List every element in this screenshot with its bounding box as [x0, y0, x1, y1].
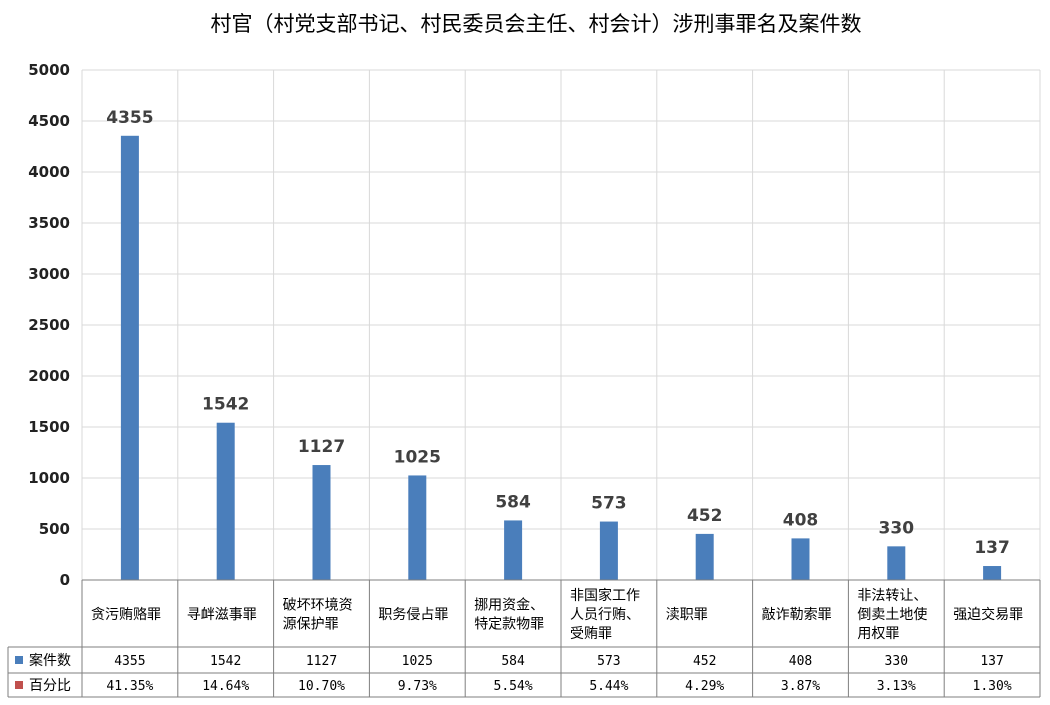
table-cell: 584 — [501, 654, 525, 669]
category-label: 非法转让、 — [857, 588, 927, 604]
series-name: 案件数 — [29, 652, 71, 669]
gridlines — [81, 69, 1041, 581]
category-label: 倒卖土地使 — [857, 606, 927, 623]
y-tick-label: 3500 — [28, 214, 70, 232]
category-label: 人员行贿、 — [570, 607, 640, 623]
table-cell: 10.70% — [298, 679, 345, 694]
bar — [408, 475, 427, 580]
category-label: 挪用资金、 — [474, 598, 544, 614]
bar — [695, 533, 714, 580]
category-label: 职务侵占罪 — [378, 606, 448, 623]
table-cell: 4355 — [114, 654, 145, 669]
data-label: 137 — [974, 538, 1010, 558]
table-cell: 5.44% — [589, 679, 628, 694]
category-label: 破坏环境资 — [283, 598, 353, 614]
legend-key — [15, 681, 23, 689]
category-label: 渎职罪 — [666, 606, 708, 623]
y-tick-label: 2000 — [28, 367, 70, 385]
category-label: 用权罪 — [857, 626, 899, 642]
table-cell: 573 — [597, 654, 620, 669]
data-label: 573 — [591, 494, 627, 514]
bar — [504, 520, 523, 580]
bar — [791, 538, 810, 580]
y-tick-label: 2500 — [28, 316, 70, 334]
series-name: 百分比 — [29, 678, 71, 694]
data-label: 4355 — [106, 108, 153, 128]
y-tick-label: 1000 — [28, 469, 70, 487]
y-tick-label: 0 — [60, 571, 70, 589]
table-cell: 3.87% — [781, 679, 820, 694]
y-tick-label: 4000 — [28, 163, 70, 181]
table-cell: 4.29% — [685, 679, 724, 694]
data-label: 1127 — [298, 437, 345, 457]
category-label: 寻衅滋事罪 — [187, 607, 257, 623]
table-cell: 330 — [885, 654, 908, 669]
y-tick-label: 4500 — [28, 112, 70, 130]
category-label: 源保护罪 — [283, 617, 339, 633]
table-cell: 1127 — [306, 654, 337, 669]
category-label: 受贿罪 — [570, 626, 612, 642]
table-cell: 137 — [980, 654, 1003, 669]
data-label: 452 — [687, 506, 723, 526]
table-cell: 5.54% — [494, 679, 533, 694]
bar — [599, 521, 618, 580]
category-label: 强迫交易罪 — [953, 606, 1023, 623]
bar — [120, 135, 139, 581]
bar — [312, 465, 331, 580]
bar — [216, 422, 235, 580]
table-cell: 1542 — [210, 654, 241, 669]
category-label: 敲诈勒索罪 — [762, 606, 832, 623]
y-tick-label: 5000 — [28, 61, 70, 79]
table-cell: 452 — [693, 654, 716, 669]
table-cell: 9.73% — [398, 679, 437, 694]
table-cell: 3.13% — [877, 679, 916, 694]
chart-title: 村官（村党支部书记、村民委员会主任、村会计）涉刑事罪名及案件数 — [211, 12, 862, 36]
legend-key — [15, 656, 23, 664]
data-label: 1542 — [202, 395, 249, 415]
table-cell: 41.35% — [106, 679, 153, 694]
y-tick-label: 3000 — [28, 265, 70, 283]
bar — [983, 566, 1002, 580]
y-axis: 0 500 1000 1500 2000 2500 3000 3500 4000 4500 5000 — [28, 61, 70, 589]
table-cell: 408 — [789, 654, 812, 669]
table-cell: 1.30% — [973, 679, 1012, 694]
category-label: 特定款物罪 — [474, 617, 544, 633]
bar — [887, 546, 906, 580]
data-label: 584 — [495, 492, 531, 512]
data-labels: 4355 1542 1127 1025 584 573 452 408 330 137 — [106, 108, 1010, 558]
bars — [120, 135, 1002, 581]
y-tick-label: 500 — [39, 520, 70, 538]
category-label: 贪污贿赂罪 — [91, 607, 161, 623]
category-label: 非国家工作 — [570, 587, 640, 604]
data-label: 408 — [783, 510, 819, 530]
data-label: 330 — [879, 518, 915, 538]
table-cell: 14.64% — [202, 679, 249, 694]
table-cell: 1025 — [402, 654, 433, 669]
data-label: 1025 — [394, 447, 441, 467]
y-tick-label: 1500 — [28, 418, 70, 436]
